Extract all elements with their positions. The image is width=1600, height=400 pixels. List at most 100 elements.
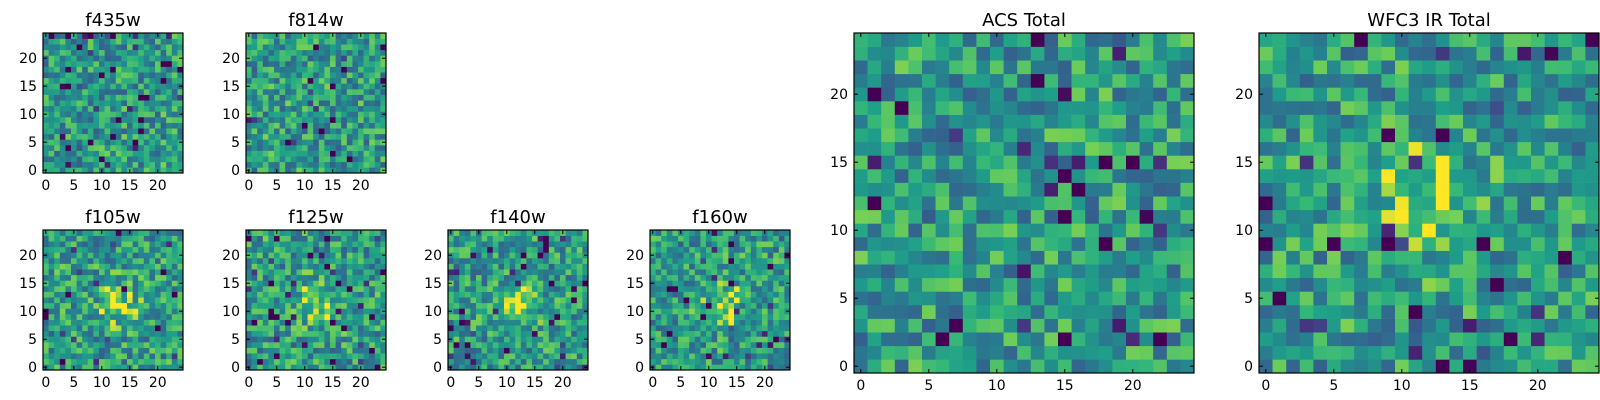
heatmap-cell: [756, 230, 763, 236]
heatmap-cell: [532, 319, 538, 326]
heatmap-cell: [121, 291, 128, 298]
heatmap-cell: [1299, 305, 1314, 319]
heatmap-cell: [1558, 305, 1573, 319]
heatmap-cell: [1381, 305, 1396, 319]
heatmap-cell: [285, 117, 292, 123]
heatmap-cell: [257, 297, 264, 304]
heatmap-cell: [1381, 250, 1396, 265]
heatmap-cell: [43, 100, 49, 107]
heatmap-cell: [127, 128, 133, 135]
heatmap-cell: [854, 264, 868, 279]
heatmap-cell: [363, 258, 370, 264]
heatmap-cell: [867, 114, 882, 129]
heatmap-cell: [352, 66, 359, 73]
heatmap-cell: [330, 49, 336, 56]
heatmap-cell: [160, 252, 167, 259]
heatmap-cell: [171, 252, 178, 259]
heatmap-cell: [307, 263, 314, 270]
heatmap-cell: [155, 330, 161, 337]
heatmap-cell: [1422, 291, 1437, 306]
heatmap-cell: [121, 314, 128, 320]
heatmap-cell: [1017, 305, 1032, 319]
heatmap-cell: [487, 235, 494, 242]
heatmap-cell: [296, 150, 303, 157]
heatmap-cell: [177, 297, 184, 304]
heatmap-cell: [274, 44, 280, 51]
heatmap-cell: [76, 319, 83, 326]
heatmap-cell: [313, 111, 320, 118]
heatmap-cell: [650, 314, 656, 320]
heatmap-cell: [867, 264, 882, 279]
heatmap-cell: [149, 353, 156, 360]
heatmap-cell: [526, 342, 533, 348]
heatmap-cell: [894, 237, 909, 251]
heatmap-cell: [1058, 196, 1072, 211]
heatmap-cell: [728, 353, 735, 360]
heatmap-cell: [65, 55, 72, 62]
heatmap-cell: [717, 230, 724, 236]
heatmap-cell: [908, 182, 923, 197]
heatmap-cell: [922, 318, 936, 333]
heatmap-pixels: [448, 230, 589, 371]
heatmap-cell: [369, 72, 376, 79]
heatmap-cell: [1153, 60, 1168, 75]
heatmap-cell: [71, 263, 77, 270]
heatmap-cell: [290, 94, 297, 101]
heatmap-cell: [279, 156, 286, 163]
heatmap-cell: [711, 291, 718, 298]
heatmap-cell: [324, 44, 331, 51]
heatmap-cell: [93, 44, 100, 51]
heatmap-cell: [82, 302, 89, 309]
heatmap-cell: [43, 241, 49, 248]
heatmap-cell: [307, 314, 314, 320]
heatmap-cell: [307, 286, 314, 292]
heatmap-cell: [352, 241, 359, 248]
heatmap-cell: [87, 252, 94, 259]
heatmap-cell: [313, 89, 320, 95]
heatmap-cell: [1003, 250, 1018, 265]
heatmap-cell: [750, 291, 757, 298]
heatmap-cell: [121, 66, 128, 73]
heatmap-cell: [1030, 33, 1045, 47]
heatmap-cell: [894, 73, 909, 88]
heatmap-cell: [492, 347, 499, 354]
heatmap-cell: [127, 66, 133, 73]
heatmap-cell: [734, 308, 740, 315]
heatmap-cell: [115, 150, 122, 157]
heatmap-cell: [171, 286, 178, 292]
heatmap-cell: [65, 235, 72, 242]
heatmap-cell: [867, 277, 882, 292]
heatmap-cell: [274, 319, 280, 326]
heatmap-cell: [65, 364, 72, 371]
heatmap-cell: [1166, 250, 1181, 265]
heatmap-cell: [706, 269, 712, 276]
heatmap-cell: [1071, 318, 1086, 333]
heatmap-cell: [127, 38, 133, 45]
heatmap-cell: [1354, 318, 1369, 333]
heatmap-cell: [324, 269, 331, 276]
heatmap-cell: [1490, 196, 1505, 211]
heatmap-cell: [1017, 101, 1032, 115]
heatmap-cell: [335, 167, 342, 174]
heatmap-cell: [274, 38, 280, 45]
heatmap-cell: [155, 38, 161, 45]
heatmap-cell: [149, 358, 156, 365]
heatmap-cell: [99, 133, 105, 140]
heatmap-cell: [498, 280, 505, 287]
heatmap-cell: [526, 258, 533, 264]
heatmap-cell: [369, 105, 376, 112]
heatmap-cell: [132, 358, 139, 365]
heatmap-cell: [487, 246, 494, 253]
heatmap-cell: [1112, 209, 1127, 224]
heatmap-cell: [171, 269, 178, 276]
heatmap-cell: [54, 55, 61, 62]
heatmap-cell: [268, 105, 275, 112]
heatmap-cell: [582, 302, 589, 309]
heatmap-cell: [1180, 332, 1195, 347]
heatmap-cell: [498, 241, 505, 248]
heatmap-cell: [346, 89, 353, 95]
heatmap-cell: [1286, 359, 1301, 374]
heatmap-cell: [279, 308, 286, 315]
heatmap-cell: [509, 258, 516, 264]
heatmap-cell: [464, 230, 471, 236]
